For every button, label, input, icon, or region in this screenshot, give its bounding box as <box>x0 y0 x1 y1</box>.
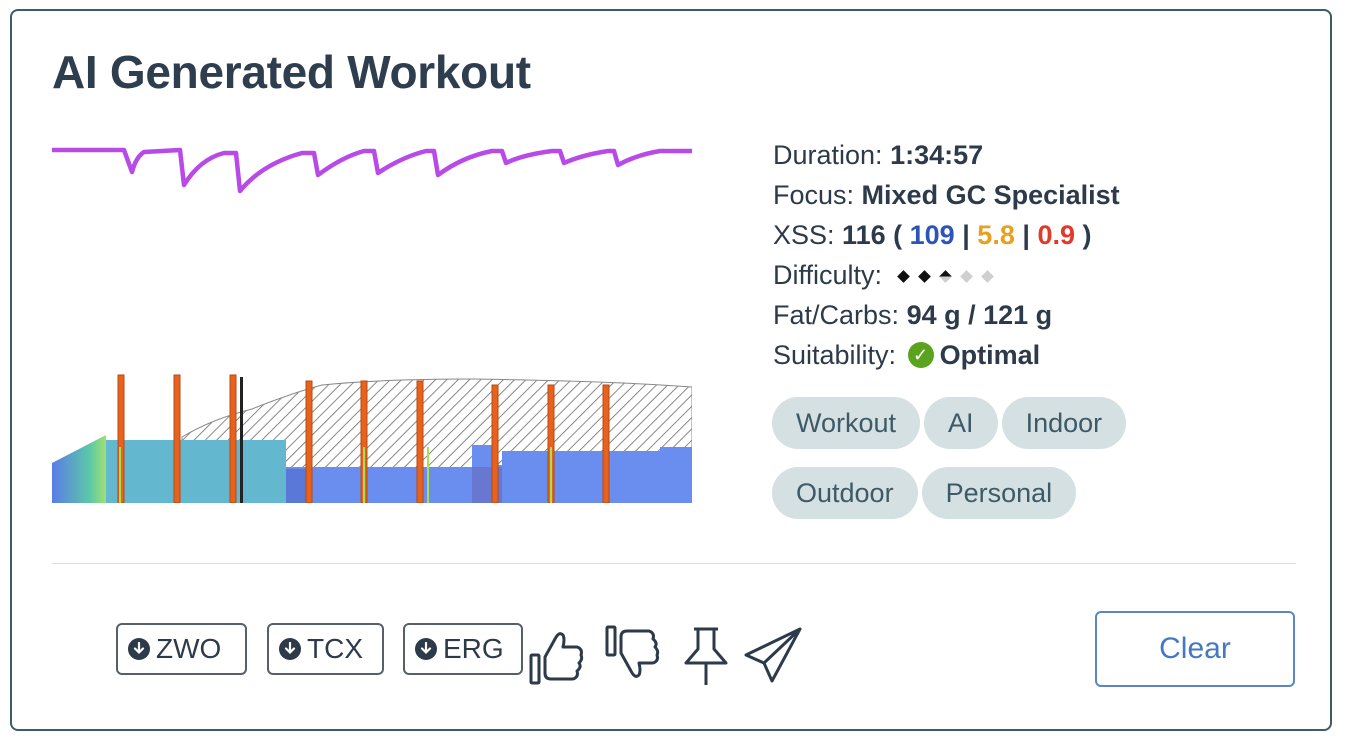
download-zwo-button[interactable]: ZWO <box>116 623 247 675</box>
clear-button[interactable]: Clear <box>1095 611 1295 687</box>
focus-value: Mixed GC Specialist <box>861 180 1120 210</box>
check-circle-icon: ✓ <box>907 341 934 368</box>
tag-list: Workout AI Indoor Outdoor Personal <box>772 397 1172 537</box>
send-icon[interactable] <box>742 625 802 687</box>
blue-block-4 <box>502 451 660 503</box>
xss-total: 116 <box>842 220 886 250</box>
tag-ai[interactable]: AI <box>924 397 998 449</box>
difficulty-diamond-icon <box>959 270 973 284</box>
page-title: AI Generated Workout <box>52 46 531 98</box>
duration-row: Duration: 1:34:57 <box>773 140 984 170</box>
xss-orange-value: 5.8 <box>977 220 1015 250</box>
tag-personal[interactable]: Personal <box>921 467 1077 519</box>
w-balance-curve <box>52 147 692 194</box>
xss-blue-value: 109 <box>909 220 955 250</box>
difficulty-diamond-icon <box>917 270 931 284</box>
warmup-block <box>52 435 106 503</box>
download-erg-button[interactable]: ERG <box>403 623 523 675</box>
download-tcx-button[interactable]: TCX <box>267 623 384 675</box>
tag-outdoor[interactable]: Outdoor <box>772 467 918 519</box>
tag-indoor[interactable]: Indoor <box>1001 397 1127 449</box>
teal-block <box>106 440 286 503</box>
download-icon <box>128 638 150 660</box>
workout-card: AI Generated Workout <box>10 9 1332 731</box>
difficulty-diamond-icon <box>980 270 994 284</box>
suitability-value: Optimal <box>939 340 1041 370</box>
difficulty-rating <box>896 257 1001 297</box>
difficulty-row: Difficulty: <box>773 255 1120 295</box>
duration-value: 1:34:57 <box>890 140 984 170</box>
divider <box>52 563 1296 564</box>
blue-block-1 <box>286 467 472 503</box>
workout-profile-graph <box>52 147 692 503</box>
fatcarbs-value: 94 g / 121 g <box>906 300 1053 330</box>
xss-row: XSS: 116 ( 109 | 5.8 | 0.9 ) <box>773 220 1092 250</box>
workout-stats: Duration: 1:34:57 Focus: Mixed GC Specia… <box>773 135 1120 375</box>
interval-spikes <box>117 374 610 503</box>
suitability-row: Suitability: ✓ Optimal <box>773 340 1041 370</box>
tag-workout[interactable]: Workout <box>772 397 921 449</box>
blue-block-5 <box>660 447 692 503</box>
thumbs-down-icon[interactable] <box>603 625 663 687</box>
download-icon <box>279 638 301 660</box>
thumbs-up-icon[interactable] <box>527 625 587 687</box>
fatcarbs-row: Fat/Carbs: 94 g / 121 g <box>773 300 1053 330</box>
focus-row: Focus: Mixed GC Specialist <box>773 180 1120 210</box>
difficulty-diamond-icon <box>896 270 910 284</box>
xss-red-value: 0.9 <box>1037 220 1075 250</box>
difficulty-diamond-icon <box>938 270 952 284</box>
pin-icon[interactable] <box>676 625 736 687</box>
download-icon <box>415 638 437 660</box>
